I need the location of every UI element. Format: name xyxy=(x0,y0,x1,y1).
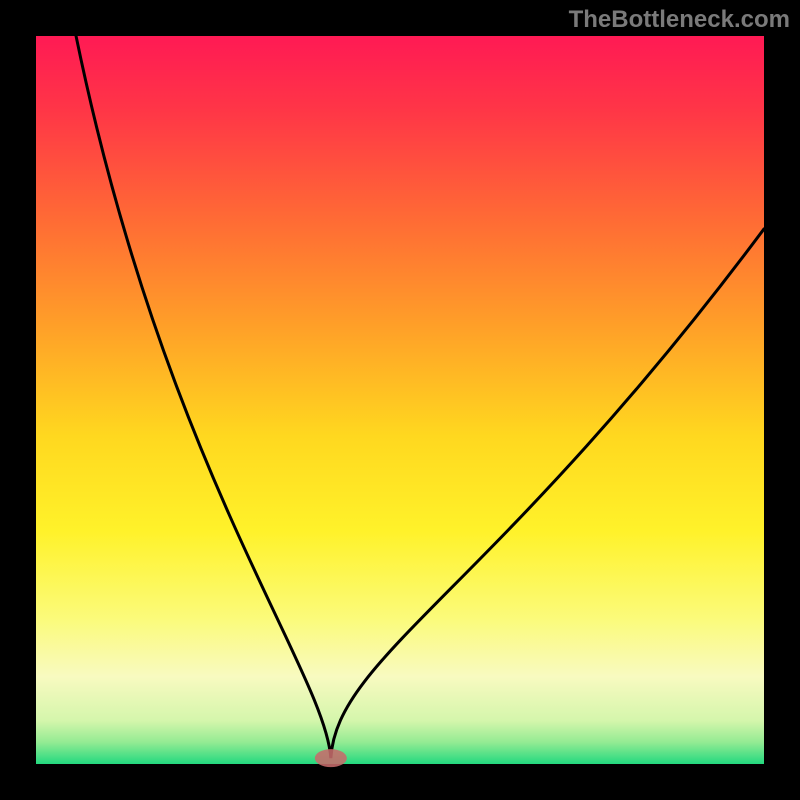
chart-background xyxy=(36,36,764,764)
vertex-marker xyxy=(315,749,347,767)
bottleneck-chart xyxy=(0,0,800,800)
chart-container: { "watermark": "TheBottleneck.com", "cha… xyxy=(0,0,800,800)
watermark-text: TheBottleneck.com xyxy=(569,6,790,34)
